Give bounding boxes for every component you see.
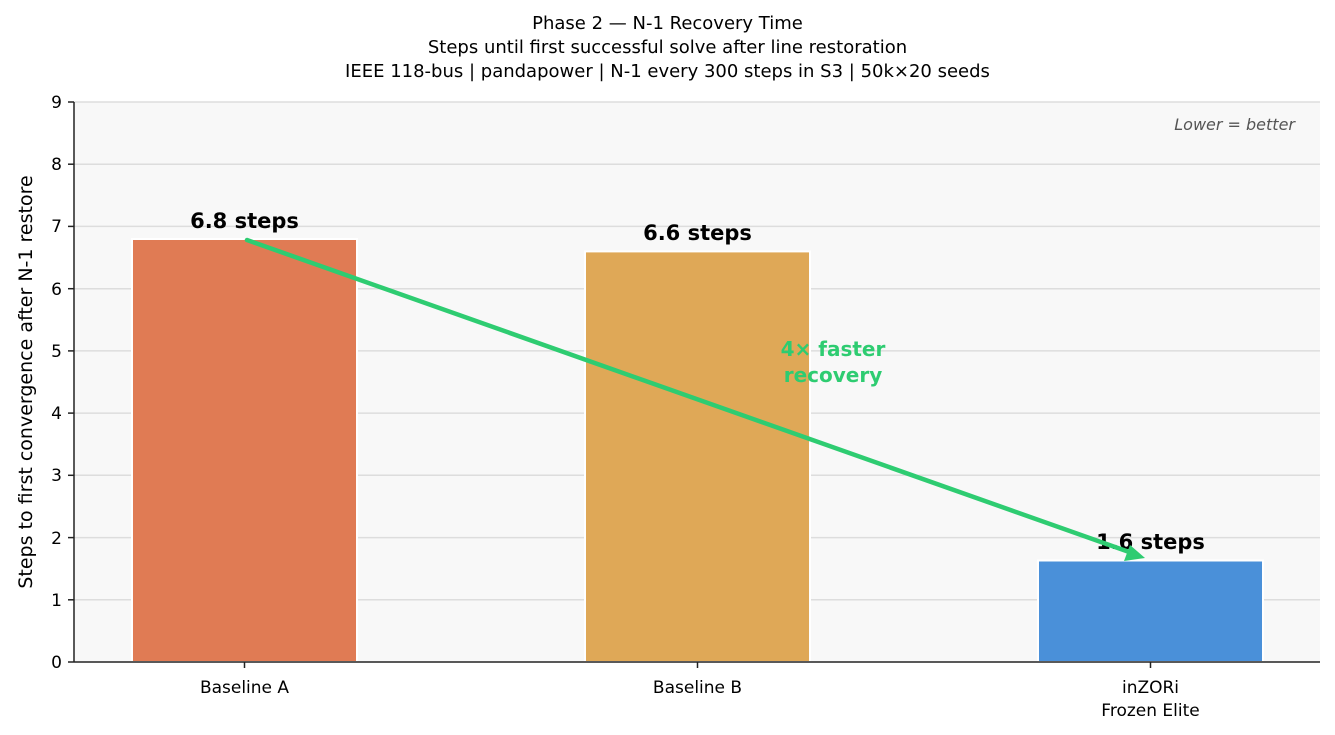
y-tick-label: 1: [51, 591, 62, 611]
y-tick-label: 5: [51, 342, 62, 362]
y-tick-labels: 0 1 2 3 4 5 6 7 8 9: [51, 93, 62, 673]
y-tick-label: 2: [51, 529, 62, 549]
y-tick-label: 0: [51, 653, 62, 673]
title-line-3: IEEE 118-bus | pandapower | N-1 every 30…: [345, 61, 990, 82]
y-tick-label: 7: [51, 217, 62, 237]
bar-inzori: [1037, 559, 1264, 663]
y-tick-label: 9: [51, 93, 62, 113]
x-tick-label-baseline-a: Baseline A: [200, 678, 289, 698]
improvement-arrow: [244, 237, 1145, 561]
value-label-inzori: 1.6 steps: [1096, 530, 1205, 554]
value-label-baseline-b: 6.6 steps: [643, 221, 752, 245]
y-axis-label: Steps to first convergence after N-1 res…: [15, 175, 37, 588]
x-tick-marks: [243, 662, 1152, 668]
value-label-baseline-a: 6.8 steps: [190, 209, 299, 233]
title-line-2: Steps until first successful solve after…: [427, 37, 908, 58]
bar-baseline-a: [131, 238, 358, 663]
x-tick-label-inzori: inZORi: [1122, 678, 1179, 698]
y-tick-marks: [68, 101, 74, 663]
title-line-1: Phase 2 — N-1 Recovery Time: [532, 13, 803, 34]
bar-baseline-b: [584, 250, 811, 663]
y-tick-label: 4: [51, 404, 62, 424]
speedup-annotation: 4× faster recovery: [781, 337, 886, 387]
arrowhead-icon: [1124, 545, 1145, 561]
chart-title: Phase 2 — N-1 Recovery Time Steps until …: [0, 12, 1335, 84]
value-labels: 6.8 steps 6.6 steps 1.6 steps: [190, 209, 1205, 554]
lower-is-better-note: Lower = better: [1174, 115, 1296, 134]
x-tick-labels: Baseline A Baseline B inZORi Frozen Elit…: [200, 678, 1200, 721]
y-tick-label: 3: [51, 466, 62, 486]
x-tick-label-inzori-line2: Frozen Elite: [1101, 701, 1199, 721]
y-tick-label: 6: [51, 280, 62, 300]
annotation-line-2: recovery: [784, 363, 883, 387]
annotation-line-1: 4× faster: [781, 337, 886, 361]
x-tick-label-baseline-b: Baseline B: [653, 678, 742, 698]
y-tick-label: 8: [51, 155, 62, 175]
